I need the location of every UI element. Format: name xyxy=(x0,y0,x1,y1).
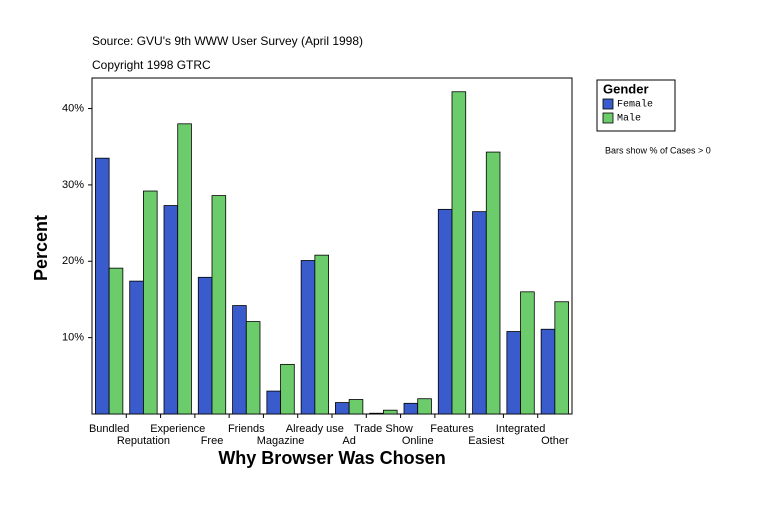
x-tick-label: Integrated xyxy=(496,423,546,435)
x-tick-label: Features xyxy=(430,423,474,435)
legend-item: Female xyxy=(617,99,653,111)
bar xyxy=(417,398,432,415)
bar xyxy=(129,280,144,415)
bar xyxy=(485,151,501,415)
source: Source: GVU's 9th WWW User Survey (April… xyxy=(92,34,363,48)
x-axis-title: Why Browser Was Chosen xyxy=(218,448,445,468)
bar xyxy=(177,123,192,415)
bar xyxy=(554,301,569,415)
x-tick-label: Magazine xyxy=(257,435,305,447)
y-axis-title: Percent xyxy=(31,215,51,281)
bar xyxy=(540,328,556,415)
x-tick-label: Ad xyxy=(342,435,355,447)
x-tick-label: Easiest xyxy=(468,435,504,447)
legend-item: Male xyxy=(617,113,641,125)
bar xyxy=(211,195,227,415)
x-tick-label: Already use xyxy=(286,423,344,435)
bar xyxy=(472,211,487,415)
x-tick-label: Online xyxy=(402,435,434,447)
bar xyxy=(369,412,384,415)
bar xyxy=(314,254,329,415)
bar xyxy=(348,399,364,415)
x-tick-label: Free xyxy=(201,435,224,447)
bar xyxy=(163,205,179,415)
y-tick-label: 10% xyxy=(62,332,84,344)
x-tick-label: Other xyxy=(541,435,569,447)
bar xyxy=(403,402,419,415)
bar xyxy=(245,321,261,415)
bar xyxy=(506,331,521,415)
bar xyxy=(232,305,247,415)
bar xyxy=(197,276,213,415)
x-tick-label: Experience xyxy=(150,423,205,435)
x-tick-label: Friends xyxy=(228,423,265,435)
bar xyxy=(383,409,398,415)
bar xyxy=(335,402,350,415)
legend-title: Gender xyxy=(603,81,649,96)
bar xyxy=(108,267,124,415)
bar xyxy=(300,260,316,415)
legend-swatch xyxy=(602,112,614,124)
x-tick-label: Bundled xyxy=(89,423,129,435)
bar xyxy=(95,157,110,415)
bar xyxy=(280,363,295,415)
bar xyxy=(520,291,535,415)
legend-swatch xyxy=(602,98,614,110)
x-tick-label: Trade Show xyxy=(354,423,413,435)
x-tick-label: Reputation xyxy=(117,435,170,447)
bar xyxy=(143,190,158,415)
bar xyxy=(266,390,281,415)
y-tick-label: 20% xyxy=(62,255,84,267)
bar xyxy=(451,91,467,415)
note: Bars show % of Cases > 0 xyxy=(605,145,711,155)
copyright: Copyright 1998 GTRC xyxy=(92,58,211,72)
bar xyxy=(437,208,453,415)
y-tick-label: 30% xyxy=(62,179,84,191)
y-tick-label: 40% xyxy=(62,102,84,114)
